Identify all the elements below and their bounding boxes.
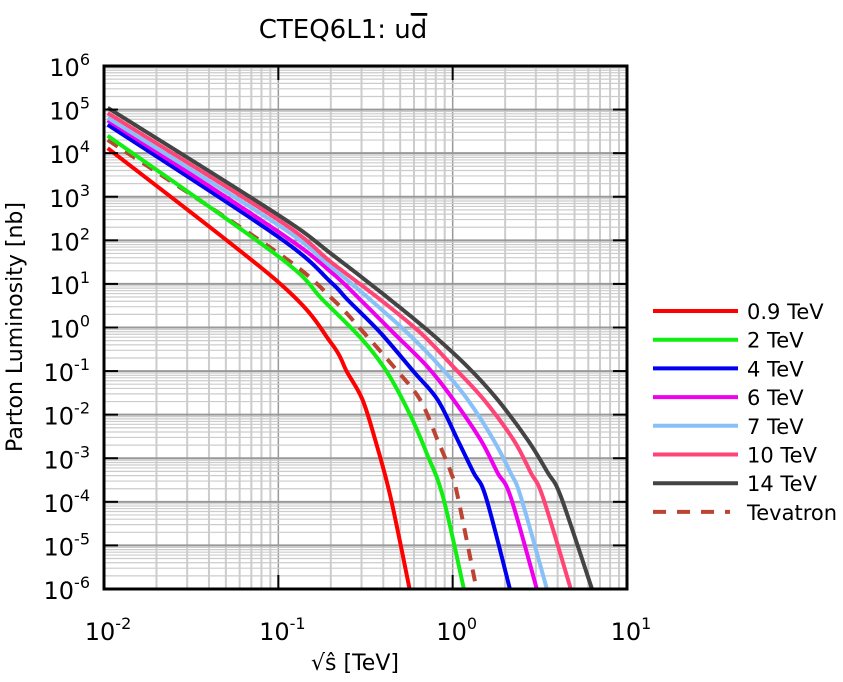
axis-ticks (103, 65, 628, 590)
x-axis-label: √ŝ [TeV] (311, 651, 399, 676)
legend-item: 14 TeV (653, 472, 818, 496)
y-tick-label: 104 (49, 137, 90, 169)
legend-item: 10 TeV (653, 444, 818, 468)
legend-label: 6 TeV (747, 386, 804, 410)
series-line-10-tev (106, 111, 573, 590)
y-tick-label: 10-1 (44, 355, 91, 387)
y-tick-label: 106 (49, 50, 90, 82)
x-tick-label: 100 (436, 614, 477, 646)
legend-item: 2 TeV (653, 329, 804, 353)
legend-label: 10 TeV (747, 444, 818, 468)
series-line-14-tev (106, 106, 594, 590)
series-line-7-tev (106, 116, 549, 590)
legend-label: 7 TeV (747, 415, 804, 439)
y-axis-label: Parton Luminosity [nb] (3, 202, 28, 452)
y-tick-label: 100 (49, 312, 90, 344)
series-line-0-9-tev (106, 146, 412, 590)
series-line-4-tev (106, 123, 512, 590)
y-tick-label: 102 (49, 224, 90, 256)
legend-label: 2 TeV (747, 329, 804, 353)
title-overlined-d: d (411, 15, 428, 45)
y-tick-label: 103 (49, 181, 90, 213)
legend-item: 4 TeV (653, 357, 804, 381)
legend-label: 4 TeV (747, 357, 804, 381)
x-tick-label: 10-1 (259, 614, 306, 646)
legend-item: 6 TeV (653, 386, 804, 410)
x-tick-label: 10-2 (85, 614, 132, 646)
x-tick-labels: 10-2 10-1 100 101 (85, 614, 652, 646)
y-tick-label: 10-3 (44, 442, 91, 474)
series-line-2-tev (106, 134, 466, 590)
y-tick-label: 10-4 (44, 486, 91, 518)
legend-label: 0.9 TeV (747, 300, 824, 324)
y-tick-label: 105 (49, 94, 90, 126)
y-tick-label: 10-6 (44, 573, 91, 605)
y-tick-label: 10-2 (44, 399, 91, 431)
legend-item: Tevatron (653, 501, 837, 525)
y-tick-label: 10-5 (44, 529, 91, 561)
y-tick-label: 101 (49, 268, 90, 300)
legend-label: 14 TeV (747, 472, 818, 496)
chart-title: CTEQ6L1: ud (259, 15, 428, 45)
legend-label: Tevatron (746, 501, 837, 525)
series-curves (106, 106, 594, 590)
legend: 0.9 TeV 2 TeV 4 TeV 6 TeV 7 TeV 10 TeV 14 TeV T… (653, 300, 837, 525)
x-tick-label: 101 (611, 614, 652, 646)
series-line-tevatron (106, 138, 479, 590)
legend-item: 0.9 TeV (653, 300, 824, 324)
legend-item: 7 TeV (653, 415, 804, 439)
series-line-6-tev (106, 118, 539, 590)
y-tick-labels: 106 105 104 103 102 101 100 10-1 10-2 10-3 10-4 10-… (44, 50, 91, 605)
